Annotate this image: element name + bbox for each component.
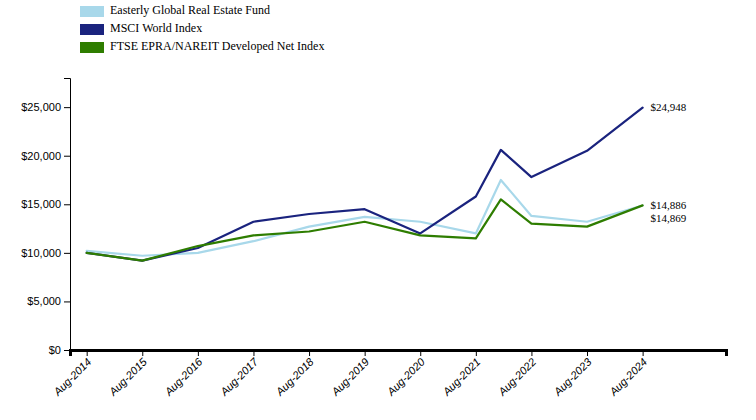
- lines: [87, 108, 643, 261]
- x-tick-label: Aug-2022: [495, 356, 538, 399]
- x-tick: Aug-2014: [50, 350, 93, 398]
- y-tick-label: $15,000: [21, 198, 61, 210]
- x-tick: Aug-2021: [440, 350, 483, 398]
- legend-item: Easterly Global Real Estate Fund: [80, 3, 270, 17]
- x-tick-label: Aug-2024: [606, 356, 649, 399]
- x-tick-mark: [365, 350, 366, 356]
- y-tick-label: $20,000: [21, 150, 61, 162]
- x-tick-label: Aug-2017: [217, 355, 261, 399]
- y-tick: $20,000: [21, 150, 70, 162]
- y-tick-label: $25,000: [21, 101, 61, 113]
- x-tick: Aug-2023: [551, 350, 595, 398]
- legend-swatch: [80, 24, 104, 35]
- y-axis-line: [64, 79, 71, 351]
- y-tick-mark: [64, 253, 70, 254]
- annotations: $24,948 $14,886$14,869: [651, 101, 687, 224]
- y-tick: $5,000: [27, 295, 70, 307]
- x-tick-label: Aug-2018: [273, 355, 317, 399]
- x-tick-mark: [476, 350, 477, 356]
- legend-label: Easterly Global Real Estate Fund: [110, 3, 270, 17]
- legend-swatch: [80, 6, 104, 17]
- y-tick: $15,000: [21, 198, 70, 210]
- legend-label: MSCI World Index: [110, 21, 202, 35]
- end-label: $14,886: [651, 199, 687, 211]
- x-tick-label: Aug-2016: [162, 355, 206, 399]
- y-tick-label: $10,000: [21, 247, 61, 259]
- x-tick-label: Aug-2019: [328, 356, 371, 399]
- y-tick-mark: [64, 301, 70, 302]
- y-tick-mark: [64, 204, 70, 205]
- x-tick: Aug-2015: [106, 350, 150, 398]
- y-tick-mark: [64, 350, 70, 351]
- series-line: [87, 108, 643, 261]
- x-tick: Aug-2022: [495, 350, 538, 398]
- end-label: $14,869: [651, 212, 687, 224]
- end-label: $24,948: [651, 101, 687, 113]
- x-tick-mark: [643, 350, 644, 356]
- y-axis: $0 $5,000 $10,000 $15,000 $20,000 $25,000: [21, 79, 70, 357]
- y-tick-mark: [64, 107, 70, 108]
- x-tick-mark: [87, 350, 88, 356]
- x-tick: Aug-2016: [162, 350, 206, 398]
- x-tick-mark: [531, 350, 532, 356]
- x-tick-label: Aug-2021: [440, 356, 483, 399]
- x-tick: Aug-2018: [273, 350, 317, 398]
- legend-label: FTSE EPRA/NAREIT Developed Net Index: [110, 39, 324, 53]
- x-axis: Aug-2014 Aug-2015 Aug-2016Aug-2017 Aug-2018…: [50, 350, 726, 398]
- x-axis-line: [71, 351, 727, 357]
- series-line: [87, 180, 643, 256]
- legend-swatch: [80, 42, 104, 53]
- x-tick-mark: [142, 350, 143, 356]
- x-tick: Aug-2024: [606, 350, 649, 398]
- legend-item: FTSE EPRA/NAREIT Developed Net Index: [80, 39, 324, 53]
- x-tick-mark: [420, 350, 421, 356]
- y-tick-label: $5,000: [27, 295, 61, 307]
- x-tick-label: Aug-2023: [551, 355, 595, 399]
- y-tick: $25,000: [21, 101, 70, 113]
- x-tick-mark: [198, 350, 199, 356]
- x-tick: Aug-2017: [217, 350, 261, 398]
- x-tick-label: Aug-2020: [384, 355, 428, 399]
- plot: Aug-2014 Aug-2015 Aug-2016Aug-2017 Aug-2018…: [21, 79, 726, 399]
- x-tick: Aug-2019: [328, 350, 371, 398]
- chart: Aug-2014 Aug-2015 Aug-2016Aug-2017 Aug-2018…: [0, 0, 756, 420]
- legend: Easterly Global Real Estate Fund MSCI Wor…: [80, 3, 324, 53]
- x-tick-mark: [253, 350, 254, 356]
- x-tick-mark: [309, 350, 310, 356]
- x-tick-label: Aug-2014: [50, 356, 93, 399]
- y-tick: $10,000: [21, 247, 70, 259]
- x-tick-mark: [587, 350, 588, 356]
- y-tick-label: $0: [49, 344, 61, 356]
- x-tick-label: Aug-2015: [106, 355, 150, 399]
- x-tick: Aug-2020: [384, 350, 428, 398]
- y-tick-mark: [64, 156, 70, 157]
- series-line: [87, 199, 643, 260]
- y-tick: $0: [49, 344, 70, 356]
- legend-item: MSCI World Index: [80, 21, 202, 35]
